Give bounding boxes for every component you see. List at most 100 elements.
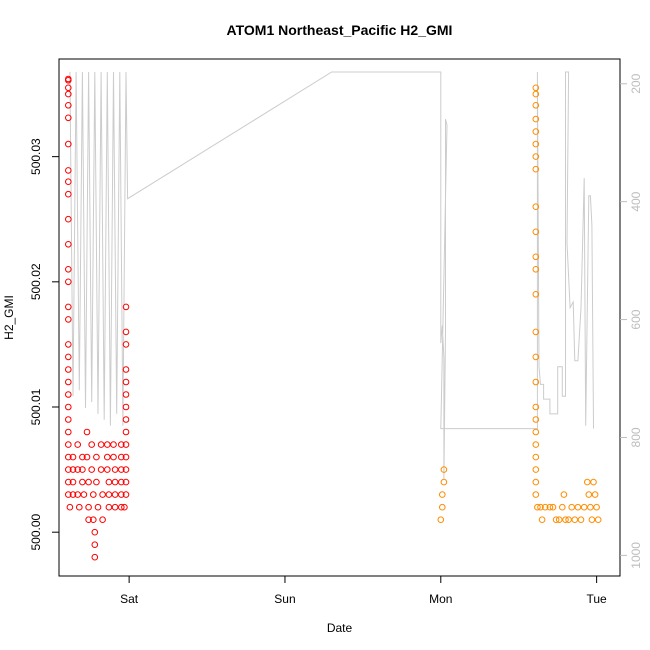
- data-point: [122, 453, 130, 461]
- data-point: [65, 190, 72, 198]
- data-point: [65, 316, 72, 323]
- y2-tick-label: 800: [629, 427, 643, 447]
- data-point: [69, 453, 77, 461]
- data-point: [91, 528, 99, 536]
- data-point: [532, 165, 540, 173]
- data-point: [65, 215, 72, 223]
- data-point: [122, 416, 130, 423]
- data-point: [65, 391, 72, 398]
- data-point: [532, 203, 540, 210]
- data-point: [118, 453, 125, 461]
- data-point: [74, 491, 81, 498]
- data-point: [532, 253, 540, 261]
- data-point: [588, 516, 596, 524]
- data-point: [88, 441, 95, 448]
- data-point: [532, 228, 540, 236]
- data-point: [532, 441, 540, 448]
- data-point: [65, 378, 72, 386]
- data-point: [532, 428, 540, 436]
- data-point: [76, 503, 83, 511]
- data-point: [65, 167, 72, 174]
- data-point: [91, 541, 99, 549]
- chart-title: ATOM1 Northeast_Pacific H2_GMI: [227, 22, 453, 38]
- y-axis-left: 500.00 500.01 500.02 500.03: [29, 138, 59, 551]
- data-point: [437, 516, 445, 524]
- data-point: [439, 491, 446, 498]
- data-point: [74, 466, 81, 473]
- data-point: [552, 516, 560, 524]
- data-point: [65, 478, 72, 486]
- data-point: [532, 416, 540, 423]
- data-point: [440, 466, 448, 473]
- data-point: [88, 466, 95, 473]
- data-point: [85, 503, 92, 511]
- data-point: [104, 453, 111, 461]
- y-tick-label: 500.00: [29, 514, 43, 551]
- data-point: [532, 353, 540, 361]
- data-point: [118, 466, 125, 473]
- data-point: [80, 491, 88, 498]
- data-point: [65, 428, 72, 436]
- data-point: [532, 453, 540, 461]
- data-point: [79, 466, 86, 473]
- data-point: [93, 478, 100, 486]
- data-point: [541, 503, 549, 511]
- plot-frame: [58, 58, 621, 577]
- data-point: [105, 503, 113, 511]
- data-point: [532, 478, 540, 486]
- data-point: [104, 441, 111, 448]
- data-point: [65, 466, 72, 473]
- y2-tick-label: 400: [629, 191, 643, 211]
- data-point: [90, 491, 97, 498]
- data-point: [122, 478, 130, 486]
- data-point: [65, 403, 72, 411]
- data-point: [593, 503, 600, 511]
- y-axis-right: 200 400 600 800 1000: [620, 73, 643, 569]
- y-tick-label: 500.02: [29, 263, 43, 300]
- data-point: [532, 466, 540, 473]
- data-point: [91, 553, 99, 561]
- data-point: [122, 403, 130, 411]
- data-point: [65, 278, 72, 286]
- data-point: [65, 353, 72, 361]
- data-point: [532, 378, 540, 386]
- y2-tick-label: 600: [629, 309, 643, 329]
- data-point: [111, 466, 119, 473]
- data-point: [110, 441, 117, 448]
- y-tick-label: 500.03: [29, 138, 43, 175]
- data-point: [65, 266, 72, 273]
- data-point: [591, 491, 599, 498]
- data-point: [584, 478, 591, 486]
- data-point: [65, 84, 72, 92]
- data-point: [65, 366, 72, 373]
- data-point: [79, 478, 86, 486]
- data-point: [105, 478, 113, 486]
- data-point: [74, 441, 81, 448]
- data-point: [65, 341, 72, 348]
- data-point: [65, 140, 72, 148]
- data-point: [122, 378, 130, 386]
- data-point: [562, 516, 569, 524]
- data-point: [532, 266, 540, 273]
- data-point: [85, 478, 92, 486]
- data-point: [65, 102, 72, 109]
- data-point: [110, 453, 117, 461]
- data-point: [65, 303, 72, 311]
- points-group: [65, 75, 602, 561]
- pressure-line: [69, 71, 594, 479]
- data-point: [559, 503, 566, 511]
- data-point: [532, 153, 540, 160]
- data-point: [532, 115, 540, 123]
- data-point: [85, 516, 92, 524]
- data-point: [574, 503, 582, 511]
- data-point: [65, 241, 72, 248]
- y-tick-label: 500.01: [29, 388, 43, 425]
- data-point: [122, 328, 130, 336]
- x-tick-label: Mon: [429, 592, 452, 606]
- data-point: [65, 114, 72, 122]
- data-point: [69, 491, 77, 498]
- data-point: [122, 303, 130, 311]
- data-point: [122, 491, 130, 498]
- data-point: [65, 416, 72, 423]
- x-axis: Sat Sun Mon Tue: [120, 576, 607, 606]
